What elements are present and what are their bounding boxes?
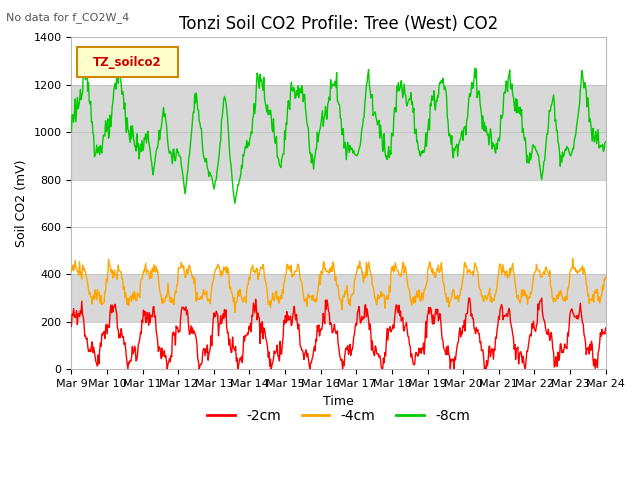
Bar [72, 85, 605, 180]
Title: Tonzi Soil CO2 Profile: Tree (West) CO2: Tonzi Soil CO2 Profile: Tree (West) CO2 [179, 15, 498, 33]
Text: No data for f_CO2W_4: No data for f_CO2W_4 [6, 12, 130, 23]
X-axis label: Time: Time [323, 395, 354, 408]
Bar [72, 275, 605, 322]
Text: TZ_soilco2: TZ_soilco2 [93, 56, 162, 69]
Y-axis label: Soil CO2 (mV): Soil CO2 (mV) [15, 159, 28, 247]
FancyBboxPatch shape [77, 48, 178, 77]
Legend: -2cm, -4cm, -8cm: -2cm, -4cm, -8cm [202, 404, 476, 429]
